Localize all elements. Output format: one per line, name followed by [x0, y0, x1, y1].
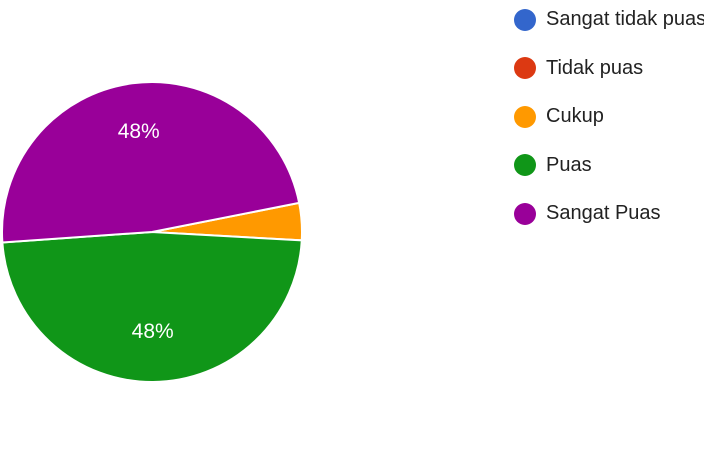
legend-swatch	[514, 154, 536, 176]
pie-slice-sangat-puas	[1, 81, 301, 244]
legend-item: Tidak puas	[514, 55, 704, 82]
slice-label-sangat-puas: 48%	[118, 120, 160, 143]
legend-swatch	[514, 105, 536, 128]
pie-slice-puas	[1, 230, 303, 383]
legend-label: Cukup	[546, 105, 604, 127]
legend-label: Sangat tidak puas	[546, 8, 704, 30]
legend-item: Puas	[514, 152, 704, 179]
legend-swatch	[514, 57, 536, 79]
legend-swatch	[514, 8, 536, 31]
legend-label: Sangat Puas	[546, 202, 661, 224]
legend-swatch	[514, 202, 536, 225]
legend-item: Sangat Puas	[514, 200, 704, 227]
legend-label: Puas	[546, 153, 592, 176]
legend-label: Tidak puas	[546, 56, 644, 79]
slice-label-puas: 48%	[132, 320, 174, 343]
chart-legend: Sangat tidak puas Tidak puas Cukup Puas Sang…	[514, 6, 704, 249]
legend-item: Sangat tidak puas	[514, 6, 704, 33]
legend-item: Cukup	[514, 103, 704, 130]
